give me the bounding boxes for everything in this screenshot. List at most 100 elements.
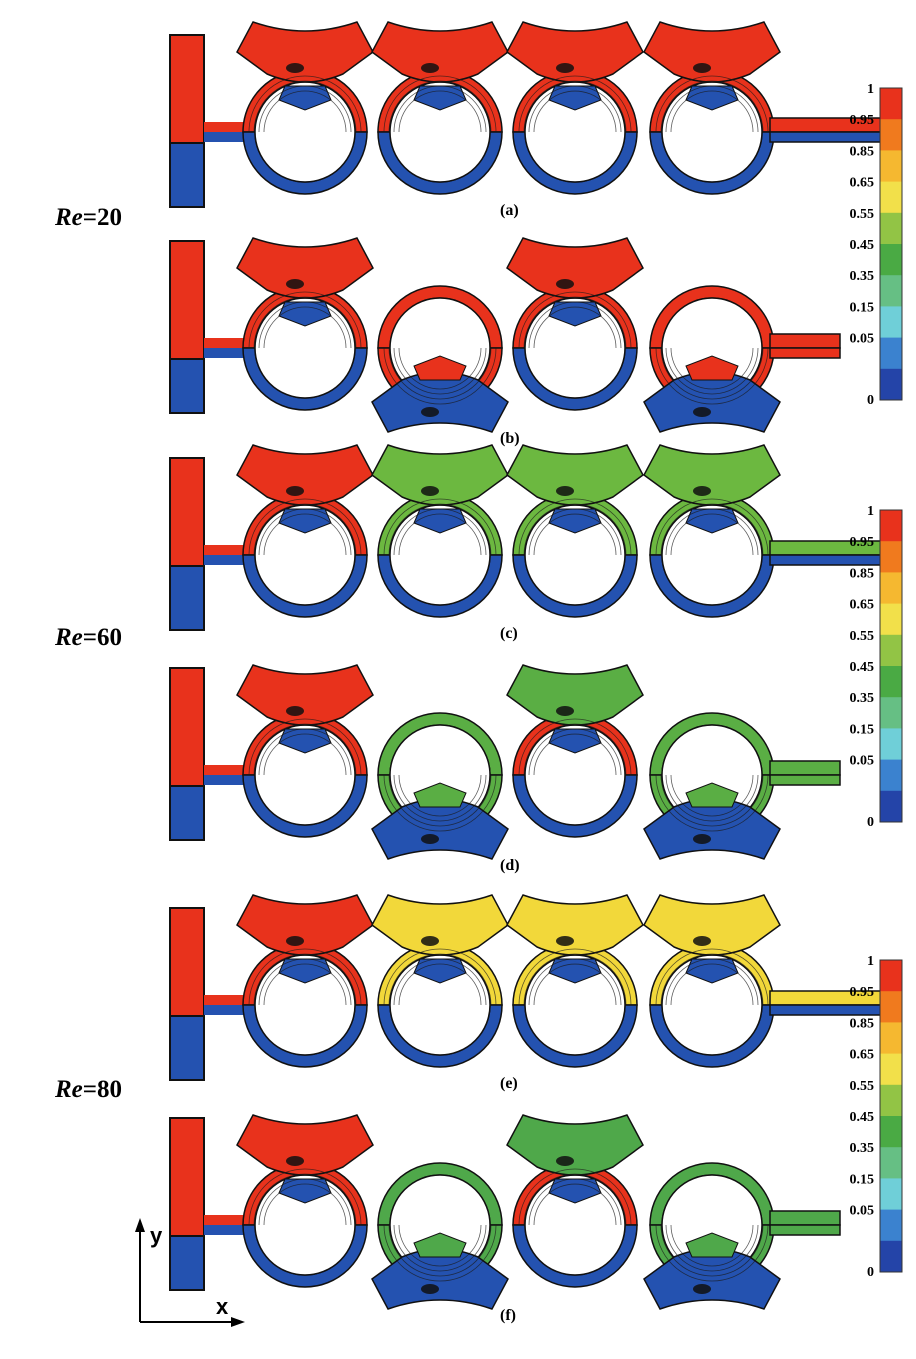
inlet-upper-channel xyxy=(169,1117,205,1237)
re-label-60: Re=60 xyxy=(54,624,122,651)
baffle-cap-3 xyxy=(506,894,644,956)
vortex-core-3 xyxy=(556,63,574,73)
outlet-lower xyxy=(769,347,841,359)
panels-layer: (a) (b) (c) (d) (e) (f) xyxy=(169,21,891,1324)
streamline-2-3 xyxy=(393,958,487,1006)
vortex-core-4 xyxy=(693,407,711,417)
baffle-cap-3 xyxy=(506,444,644,506)
streamline-1-2 xyxy=(253,80,357,133)
outlet-upper xyxy=(769,760,841,776)
streamline-2-1 xyxy=(383,1224,497,1282)
streamline-3-1 xyxy=(518,718,632,776)
baffle-cap-1 xyxy=(236,237,374,299)
streamline-3-4 xyxy=(533,513,617,556)
colorbar-tick-2: 0.95 xyxy=(850,985,875,1000)
outlet-lower xyxy=(769,1224,841,1236)
streamline-1-4 xyxy=(263,90,347,133)
colorbar-tick-5: 0.55 xyxy=(850,629,875,644)
streamline-1-4 xyxy=(263,306,347,349)
streamline-1-2 xyxy=(253,953,357,1006)
streamline-2-4 xyxy=(398,963,482,1006)
streamline-1-3 xyxy=(258,508,352,556)
inlet-upper-channel xyxy=(169,667,205,787)
coordinate-axes: y x xyxy=(135,1218,245,1327)
vortex-core-3 xyxy=(556,486,574,496)
streamline-2-1 xyxy=(383,347,497,405)
colorbar-segment-3 xyxy=(880,150,902,183)
streamline-2-4 xyxy=(398,347,482,390)
panel-label-f: (f) xyxy=(500,1307,516,1324)
colorbar-segment-7 xyxy=(880,1147,902,1179)
obstacle-notch-2 xyxy=(413,85,467,111)
colorbar-segment-8 xyxy=(880,306,902,339)
inlet-lower-channel xyxy=(169,358,205,414)
streamline-4-4 xyxy=(670,347,754,390)
inlet-stub-lower xyxy=(204,1005,264,1015)
vortex-core-2 xyxy=(421,936,439,946)
vortex-core-3 xyxy=(556,936,574,946)
streamline-1-4 xyxy=(263,513,347,556)
colorbar-tick-3: 0.85 xyxy=(850,144,875,159)
outlet-upper xyxy=(769,1210,841,1226)
obstacle-notch-3 xyxy=(548,958,602,984)
streamline-4-1 xyxy=(655,1224,769,1282)
panel-label-c: (c) xyxy=(500,625,518,642)
streamline-1-1 xyxy=(248,718,362,776)
streamline-4-4 xyxy=(670,774,754,817)
vortex-core-1 xyxy=(286,63,304,73)
obstacle-notch-3 xyxy=(548,1178,602,1204)
colorbar-tick-4: 0.65 xyxy=(850,176,875,191)
obstacle-notch-1 xyxy=(278,728,332,754)
streamline-1-1 xyxy=(248,498,362,556)
obstacle-notch-2 xyxy=(413,1232,467,1258)
colorbar-segment-2 xyxy=(880,991,902,1023)
baffle-cap-3 xyxy=(506,21,644,83)
inlet-stub-upper xyxy=(204,545,264,555)
colorbar-segment-4 xyxy=(880,1053,902,1086)
colorbar-segment-7 xyxy=(880,697,902,729)
colorbar-segment-3 xyxy=(880,1022,902,1055)
inlet-stub-upper xyxy=(204,765,264,775)
colorbar-tick-9: 0.05 xyxy=(850,332,875,347)
colorbar-tick-7: 0.35 xyxy=(850,269,875,284)
streamline-3-3 xyxy=(528,1178,622,1226)
colorbar-segment-6 xyxy=(880,1116,902,1148)
streamline-4-2 xyxy=(660,503,764,556)
vortex-core-1 xyxy=(286,1156,304,1166)
streamline-3-3 xyxy=(528,301,622,349)
colorbar-tick-4: 0.65 xyxy=(850,598,875,613)
outlet-lower xyxy=(769,774,841,786)
obstacle-notch-2 xyxy=(413,958,467,984)
streamline-1-4 xyxy=(263,1183,347,1226)
vortex-core-4 xyxy=(693,1284,711,1294)
streamline-1-4 xyxy=(263,733,347,776)
vortex-core-2 xyxy=(421,834,439,844)
obstacle-notch-3 xyxy=(548,85,602,111)
panel-b: (b) xyxy=(169,237,841,447)
baffle-cap-1 xyxy=(236,664,374,726)
streamline-2-4 xyxy=(398,774,482,817)
streamline-2-4 xyxy=(398,513,482,556)
panel-e: (e) xyxy=(169,894,891,1092)
obstacle-notch-3 xyxy=(548,301,602,327)
streamline-3-4 xyxy=(533,733,617,776)
streamline-3-2 xyxy=(523,1173,627,1226)
colorbar-segment-8 xyxy=(880,728,902,761)
inlet-lower-channel xyxy=(169,142,205,208)
inlet-lower-channel xyxy=(169,785,205,841)
vortex-core-3 xyxy=(556,1156,574,1166)
streamline-3-2 xyxy=(523,503,627,556)
obstacle-notch-1 xyxy=(278,958,332,984)
streamline-2-2 xyxy=(388,347,492,400)
vortex-core-2 xyxy=(421,407,439,417)
streamline-1-2 xyxy=(253,296,357,349)
colorbar-segment-8 xyxy=(880,1178,902,1211)
colorbar-2: 1 0.95 0.85 0.65 0.55 0.45 0.35 0.15 0.05 0 xyxy=(850,504,903,830)
baffle-cap-2 xyxy=(371,444,509,506)
streamline-2-1 xyxy=(383,498,497,556)
colorbar-segment-4 xyxy=(880,603,902,636)
streamline-4-4 xyxy=(670,963,754,1006)
colorbar-tick-10: 0 xyxy=(867,1265,874,1280)
streamline-1-1 xyxy=(248,291,362,349)
colorbar-segment-1 xyxy=(880,88,902,120)
